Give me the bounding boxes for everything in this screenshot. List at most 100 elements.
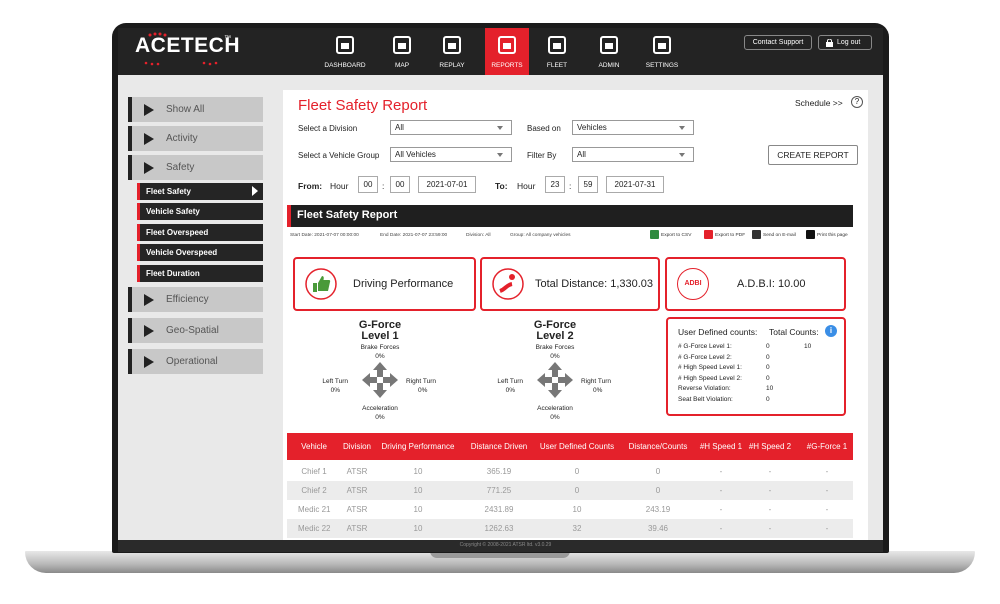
- export-link[interactable]: Export to PDF: [715, 233, 746, 238]
- export-icon[interactable]: [704, 230, 713, 239]
- driving-card: Driving Performance: [293, 257, 476, 311]
- logout-button[interactable]: Log out: [818, 35, 872, 50]
- left-value: 0%: [330, 387, 340, 394]
- report-link[interactable]: Vehicle Overspeed: [137, 244, 263, 262]
- nav-icon: [442, 35, 462, 55]
- nav-item[interactable]: FLEET: [527, 28, 587, 75]
- results-bar: [287, 205, 853, 227]
- distance-card: Total Distance: 1,330.03: [480, 257, 660, 311]
- create-report-button[interactable]: CREATE REPORT: [768, 145, 858, 165]
- table-cell: 0: [655, 486, 661, 495]
- report-panel: Fleet Safety Report Schedule >>? Select a …: [283, 90, 868, 540]
- nav-item[interactable]: REPLAY: [422, 28, 482, 75]
- count-label: # High Speed Level 2:: [678, 374, 742, 382]
- export-icon[interactable]: [752, 230, 761, 239]
- report-info: End Date: 2021-07-07 23:59:00: [380, 233, 448, 238]
- filter-select[interactable]: All: [572, 147, 694, 162]
- count-value: 0: [766, 343, 770, 350]
- from-sep: :: [382, 181, 385, 191]
- table-cell: 1262.63: [484, 524, 514, 533]
- from-minute[interactable]: 00: [390, 176, 410, 193]
- direction-arrows: [362, 362, 398, 398]
- table-cell: -: [825, 486, 829, 495]
- export-link[interactable]: Print this page: [817, 233, 848, 238]
- count-label: # G-Force Level 1:: [678, 343, 732, 350]
- table-cell: 39.46: [647, 524, 669, 533]
- sidebar-label: Geo-Spatial: [166, 325, 219, 336]
- table-cell: ATSR: [346, 524, 368, 533]
- export-icon[interactable]: [806, 230, 815, 239]
- info-icon[interactable]: i: [825, 325, 837, 337]
- driving-label: Driving Performance: [353, 278, 454, 290]
- help-icon[interactable]: ?: [851, 96, 863, 108]
- sidebar-item[interactable]: Operational: [128, 349, 263, 374]
- laptop-base: [25, 551, 975, 573]
- nav-icon: [599, 35, 619, 55]
- table-cell: 32: [572, 524, 582, 533]
- table-cell: Medic 21: [298, 505, 331, 514]
- report-link[interactable]: Fleet Safety: [137, 183, 263, 200]
- footer-text: Copyright © 2008-2021 ATSR ltd. v3.0.29: [459, 542, 552, 548]
- adbi-icon: ADBI: [677, 268, 709, 300]
- nav-item[interactable]: MAP: [372, 28, 432, 75]
- report-link[interactable]: Fleet Duration: [137, 264, 263, 282]
- report-link[interactable]: Fleet Overspeed: [137, 223, 263, 241]
- filter-label: Filter By: [527, 151, 557, 160]
- gforce-level: Level 1: [361, 330, 399, 342]
- count-value: 10: [804, 343, 812, 350]
- sidebar-item[interactable]: Activity: [128, 126, 263, 151]
- to-sep: :: [569, 181, 572, 191]
- table-cell: 0: [655, 467, 661, 476]
- report-info: Start Date: 2021-07-07 00:00:00: [290, 233, 359, 238]
- right-label: Right Turn: [581, 378, 611, 385]
- group-select[interactable]: All Vehicles: [390, 147, 512, 162]
- export-link[interactable]: Send on E-mail: [763, 233, 796, 238]
- from-date[interactable]: 2021-07-01: [418, 176, 476, 193]
- gforce-title: G-Force: [358, 319, 402, 331]
- division-label: Select a Division: [298, 124, 358, 133]
- sidebar-item[interactable]: Efficiency: [128, 287, 263, 312]
- row-stripe: [287, 519, 853, 538]
- export-icon[interactable]: [650, 230, 659, 239]
- column-header: Distance Driven: [470, 442, 528, 451]
- gforce-panel: G-Force Level 1 Brake Forces 0% Left Turn 0% R…: [310, 318, 450, 428]
- schedule-link[interactable]: Schedule >>: [795, 98, 843, 108]
- table-cell: -: [768, 486, 772, 495]
- table-cell: 0: [574, 486, 580, 495]
- table-cell: Chief 1: [301, 467, 327, 476]
- sidebar-item[interactable]: Show All: [128, 97, 263, 122]
- to-hour[interactable]: 23: [545, 176, 565, 193]
- nav-icon: [547, 35, 567, 55]
- to-date[interactable]: 2021-07-31: [606, 176, 664, 193]
- to-minute[interactable]: 59: [578, 176, 598, 193]
- nav-item[interactable]: ADMIN: [579, 28, 639, 75]
- sidebar-item[interactable]: Geo-Spatial: [128, 318, 263, 343]
- table-header: [287, 433, 853, 460]
- nav-label: MAP: [394, 62, 410, 69]
- report-link[interactable]: Vehicle Safety: [137, 203, 263, 221]
- export-link[interactable]: Export to CSV: [661, 233, 692, 238]
- count-label: Reverse Violation:: [678, 385, 731, 392]
- sidebar-icon: [142, 161, 156, 175]
- count-value: 0: [766, 353, 770, 361]
- nav-item[interactable]: SETTINGS: [632, 28, 692, 75]
- column-header: Distance/Counts: [628, 442, 688, 451]
- based-on-select[interactable]: Vehicles: [572, 120, 694, 135]
- nav-label: REPLAY: [439, 62, 465, 69]
- brake-label: Brake Forces: [535, 344, 575, 351]
- from-label: From:: [298, 181, 323, 191]
- accel-value: 0%: [550, 414, 560, 421]
- nav-item[interactable]: DASHBOARD: [315, 28, 375, 75]
- table-cell: -: [768, 505, 772, 514]
- sidebar-icon: [142, 324, 156, 338]
- brake-value: 0%: [550, 353, 560, 360]
- from-hour[interactable]: 00: [358, 176, 378, 193]
- table-cell: 771.25: [486, 486, 512, 495]
- contact-support-button[interactable]: Contact Support: [744, 35, 812, 50]
- sidebar-item[interactable]: Safety: [128, 155, 263, 180]
- nav-item[interactable]: REPORTS: [477, 28, 537, 75]
- division-select[interactable]: All: [390, 120, 512, 135]
- table-cell: 243.19: [645, 505, 671, 514]
- table-cell: -: [768, 524, 772, 533]
- accel-label: Acceleration: [362, 405, 398, 412]
